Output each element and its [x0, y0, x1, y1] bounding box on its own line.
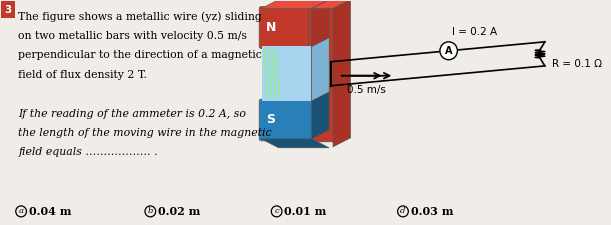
Text: field equals ……………… .: field equals ……………… .: [18, 147, 158, 157]
Text: perpendicular to the direction of a magnetic: perpendicular to the direction of a magn…: [18, 50, 262, 60]
Text: field of flux density 2 T.: field of flux density 2 T.: [18, 70, 147, 80]
Text: A: A: [445, 46, 452, 56]
Bar: [262, 46, 310, 101]
Text: on two metallic bars with velocity 0.5 m/s: on two metallic bars with velocity 0.5 m…: [18, 31, 247, 41]
Text: 0.5 m/s: 0.5 m/s: [346, 85, 386, 95]
Text: 0.03 m: 0.03 m: [411, 206, 453, 217]
FancyBboxPatch shape: [309, 6, 336, 142]
Text: 3: 3: [4, 5, 12, 15]
Text: I = 0.2 A: I = 0.2 A: [452, 27, 497, 37]
Circle shape: [440, 42, 458, 60]
Polygon shape: [312, 0, 329, 46]
FancyBboxPatch shape: [259, 99, 313, 141]
Polygon shape: [333, 0, 351, 147]
Text: If the reading of the ammeter is 0.2 A, so: If the reading of the ammeter is 0.2 A, …: [18, 108, 246, 119]
Text: 0.04 m: 0.04 m: [29, 206, 71, 217]
Text: N: N: [266, 21, 276, 34]
Text: c: c: [274, 207, 279, 215]
Text: d: d: [400, 207, 406, 215]
Text: a: a: [18, 207, 24, 215]
Polygon shape: [312, 0, 351, 9]
Text: S: S: [266, 113, 276, 126]
Text: The figure shows a metallic wire (yz) sliding: The figure shows a metallic wire (yz) sl…: [18, 12, 262, 22]
Polygon shape: [312, 92, 329, 139]
Text: b: b: [148, 207, 153, 215]
Polygon shape: [261, 139, 329, 148]
FancyBboxPatch shape: [1, 1, 15, 18]
Text: 0.02 m: 0.02 m: [158, 206, 200, 217]
Text: R = 0.1 Ω: R = 0.1 Ω: [552, 59, 602, 69]
FancyBboxPatch shape: [259, 7, 313, 48]
Polygon shape: [261, 0, 329, 9]
Polygon shape: [312, 38, 329, 101]
Text: 0.01 m: 0.01 m: [285, 206, 327, 217]
Text: the length of the moving wire in the magnetic: the length of the moving wire in the mag…: [18, 128, 272, 138]
